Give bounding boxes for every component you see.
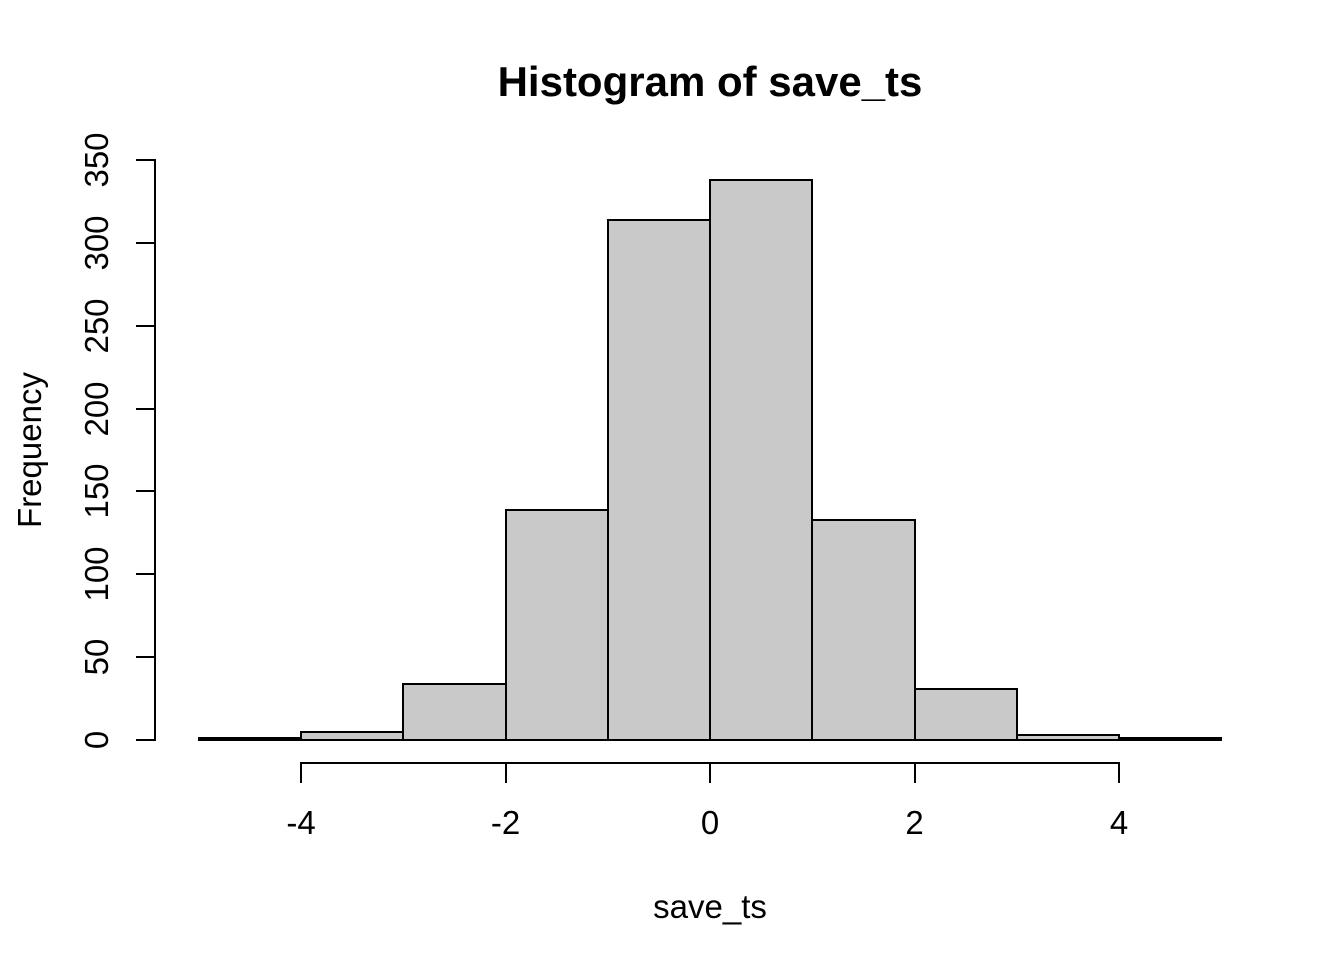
histogram-bar: [606, 218, 711, 741]
x-axis-label: save_ts: [653, 888, 767, 925]
histogram-bar: [1015, 734, 1120, 741]
histogram-bar: [504, 508, 609, 741]
y-tick: [136, 490, 154, 493]
x-tick: [300, 762, 302, 783]
y-tick-label: 50: [78, 638, 115, 676]
y-tick: [136, 241, 154, 244]
x-tick-label: -4: [286, 804, 316, 841]
y-tick: [136, 739, 154, 741]
y-tick-label: 350: [78, 132, 115, 188]
y-tick-label: 250: [78, 298, 115, 354]
histogram-bar: [709, 178, 814, 741]
chart-title: Histogram of save_ts: [497, 58, 923, 105]
y-tick-label: 100: [78, 546, 115, 602]
histogram-bar: [402, 682, 507, 741]
x-tick-label: 0: [700, 804, 720, 841]
y-tick: [136, 159, 154, 161]
y-tick: [136, 324, 154, 327]
y-tick: [136, 656, 154, 659]
y-tick-label: 0: [78, 730, 115, 750]
x-tick: [709, 762, 711, 783]
y-axis-line: [154, 159, 156, 741]
histogram-bar: [913, 687, 1018, 741]
x-tick: [913, 762, 916, 783]
y-tick: [136, 407, 154, 410]
histogram-bar: [811, 518, 916, 741]
x-tick-label: 2: [905, 804, 924, 841]
histogram-bar: [1118, 737, 1223, 742]
histogram-bar: [300, 730, 405, 741]
x-tick: [504, 762, 507, 783]
y-tick-label: 300: [78, 215, 115, 271]
histogram-bar: [197, 737, 302, 742]
y-tick: [136, 573, 154, 576]
y-axis-label: Frequency: [11, 372, 48, 528]
y-tick-label: 200: [78, 381, 115, 437]
y-tick-label: 150: [78, 463, 115, 519]
x-tick-label: -2: [490, 804, 521, 841]
x-tick-label: 4: [1109, 804, 1129, 841]
x-tick: [1118, 762, 1120, 783]
